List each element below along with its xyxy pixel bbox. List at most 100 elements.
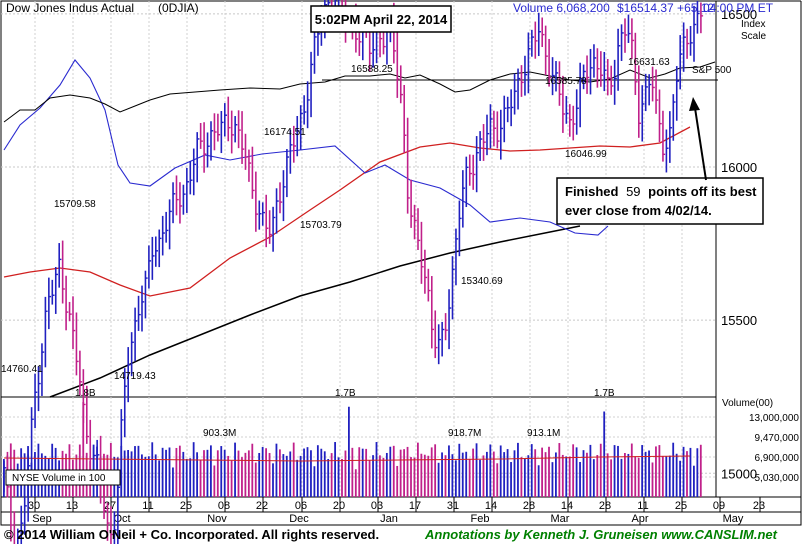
volume-bar — [230, 460, 233, 497]
volume-bar — [513, 450, 516, 497]
volume-bar — [327, 459, 330, 497]
volume-bar — [492, 451, 495, 497]
annotations-credit: Annotations by Kenneth J. Gruneisen www.… — [424, 527, 778, 542]
volume-bar — [627, 453, 630, 497]
volume-bar — [385, 452, 388, 497]
volume-bar — [299, 455, 302, 497]
price-annotation: 15709.58 — [54, 199, 96, 210]
volume-tick-label: 5,030,000 — [755, 473, 800, 484]
volume-bar — [634, 456, 637, 497]
volume-bar — [679, 460, 681, 497]
volume-bar — [658, 445, 661, 497]
nyse-volume-label: NYSE Volume in 100 — [12, 473, 106, 484]
volume-bar — [392, 445, 395, 497]
volume-bar — [527, 455, 530, 497]
volume-bar — [199, 460, 202, 497]
volume-bar — [258, 452, 261, 497]
sp500-label: S&P 500 — [692, 65, 732, 76]
volume-tick-label: 13,000,000 — [749, 413, 799, 424]
volume-bar — [506, 449, 509, 497]
volume-bar — [568, 456, 571, 497]
volume-bar — [675, 453, 678, 497]
volume-bar — [292, 442, 295, 497]
volume-bar — [348, 406, 350, 497]
volume-bar — [254, 462, 257, 497]
volume-bar — [154, 454, 157, 497]
volume-bar — [134, 446, 136, 497]
annotation-text-a: Finished — [565, 184, 619, 199]
volume-bar — [244, 452, 247, 497]
volume-bar — [296, 459, 299, 497]
volume-bar — [572, 444, 575, 497]
volume-bar — [596, 454, 599, 497]
volume-bar — [461, 452, 464, 497]
volume-bar — [147, 456, 150, 497]
day-label: 20 — [333, 500, 345, 512]
price-tick-label: 16000 — [721, 160, 757, 175]
volume-bar — [234, 442, 236, 497]
volume-bar — [544, 452, 547, 497]
annotation-text-b: points off its best — [648, 184, 757, 199]
volume-bar — [210, 445, 212, 497]
month-label: Oct — [113, 513, 130, 525]
ma200-line — [49, 225, 581, 398]
volume-bar — [196, 452, 198, 497]
volume-bar — [423, 454, 426, 497]
volume-bar — [548, 446, 550, 497]
volume-bar — [499, 445, 502, 497]
volume-bar — [468, 458, 471, 497]
annotation-line2: ever close from 4/02/14. — [565, 203, 712, 218]
volume-bar — [261, 447, 264, 497]
day-label: 14 — [561, 500, 573, 512]
volume-bar — [496, 463, 499, 497]
volume-bar — [603, 411, 606, 497]
volume-bar — [551, 462, 554, 497]
day-label: 03 — [371, 500, 383, 512]
volume-bar — [161, 447, 164, 497]
volume-bar — [537, 465, 540, 497]
volume-bar — [696, 448, 699, 497]
volume-bar — [693, 465, 695, 497]
volume-bar — [203, 450, 205, 497]
price-annotation: 14760.41 — [1, 364, 43, 375]
volume-bar — [320, 448, 323, 497]
volume-bar — [330, 453, 333, 497]
volume-bar — [303, 448, 305, 497]
volume-bar — [586, 452, 588, 497]
volume-bar — [475, 443, 478, 497]
volume-bar — [648, 450, 650, 497]
volume-bar — [610, 459, 612, 497]
day-label: 13 — [66, 500, 78, 512]
month-label: Mar — [551, 513, 570, 525]
volume-bar — [444, 455, 447, 497]
day-label: 30 — [28, 500, 40, 512]
price-tick-label: 16500 — [721, 7, 757, 22]
day-label: 25 — [675, 500, 687, 512]
volume-bar — [334, 442, 336, 497]
volume-bar — [479, 459, 481, 497]
volume-bar — [368, 460, 371, 497]
volume-bar — [341, 458, 343, 497]
volume-bar — [624, 453, 626, 497]
volume-bar — [223, 449, 226, 497]
day-label: 06 — [295, 500, 307, 512]
volume-bar — [372, 455, 374, 497]
price-annotation: 16174.51 — [264, 127, 306, 138]
volume-bar — [517, 442, 519, 497]
volume-annotation: 903.3M — [203, 428, 236, 439]
timestamp-box — [310, 5, 452, 33]
volume-bar — [247, 450, 250, 497]
volume-bar — [482, 455, 485, 497]
finished-annotation: Finished 59 points off its best ever clo… — [556, 97, 764, 225]
volume-bar — [486, 451, 488, 497]
volume-bar — [630, 443, 633, 497]
date-axis-panel — [0, 496, 802, 526]
volume-bar — [216, 450, 219, 497]
volume-bar — [617, 445, 619, 497]
day-label: 22 — [256, 500, 268, 512]
volume-bar — [406, 446, 409, 497]
volume-bar — [510, 462, 512, 497]
volume-average-line — [3, 455, 691, 462]
volume-bar — [275, 443, 278, 497]
volume-bar — [182, 451, 185, 497]
